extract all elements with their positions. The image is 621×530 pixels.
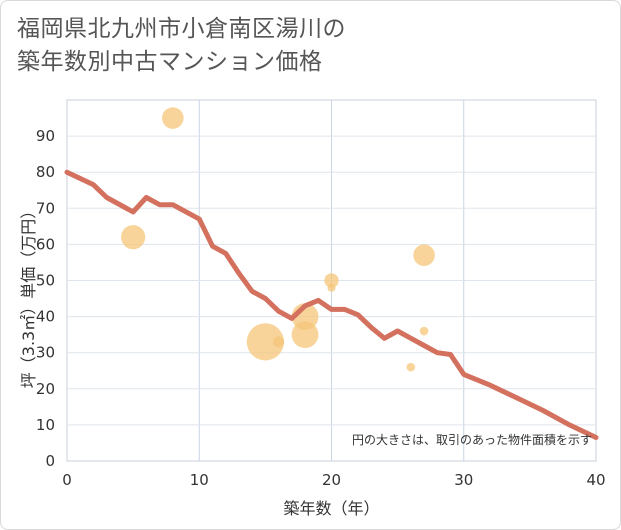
x-tick-label: 20: [322, 471, 341, 489]
chart-title: 福岡県北九州市小倉南区湯川の 築年数別中古マンション価格: [17, 13, 607, 79]
y-tick-label: 40: [36, 308, 55, 326]
y-tick-label: 20: [36, 380, 55, 398]
size-note: 円の大きさは、取引のあった物件面積を示す: [352, 432, 592, 447]
x-tick-label: 10: [190, 471, 209, 489]
y-tick-label: 30: [36, 344, 55, 362]
title-line-2: 築年数別中古マンション価格: [17, 49, 323, 75]
data-bubble: [121, 225, 146, 250]
data-bubble: [406, 362, 416, 372]
y-axis-label: 坪（3.3㎡）単価（万円）: [19, 203, 38, 388]
data-bubble: [413, 244, 435, 267]
y-tick-label: 80: [36, 163, 55, 181]
y-tick-label: 70: [36, 199, 55, 217]
data-bubble: [419, 326, 429, 336]
x-tick-label: 0: [62, 471, 72, 489]
data-bubble: [162, 107, 184, 129]
data-bubble: [291, 321, 319, 349]
title-line-1: 福岡県北九州市小倉南区湯川の: [17, 16, 346, 42]
data-bubble: [327, 283, 336, 292]
y-tick-label: 60: [36, 235, 55, 253]
data-bubble: [273, 336, 285, 348]
y-tick-label: 0: [45, 452, 55, 470]
y-tick-label: 10: [36, 416, 55, 434]
x-tick-label: 40: [586, 471, 605, 489]
data-bubble: [324, 273, 339, 288]
y-tick-label: 50: [36, 272, 55, 290]
trend-line: [64, 169, 599, 440]
y-tick-label: 90: [36, 127, 55, 145]
data-bubble: [246, 323, 284, 361]
x-tick-label: 30: [454, 471, 473, 489]
x-axis-label: 築年数（年）: [283, 499, 379, 518]
